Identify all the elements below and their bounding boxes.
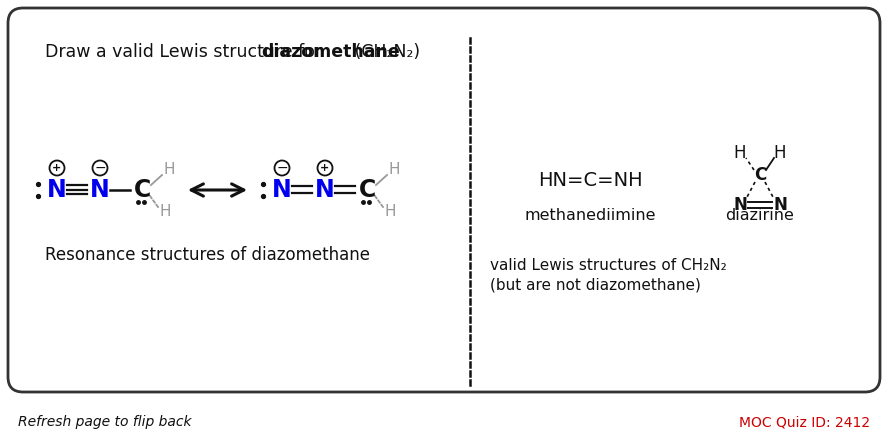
Text: H: H	[388, 163, 400, 177]
Text: N: N	[773, 196, 787, 214]
Text: H: H	[163, 163, 175, 177]
Text: −: −	[276, 161, 288, 175]
Text: C: C	[754, 166, 766, 184]
Text: valid Lewis structures of CH₂N₂: valid Lewis structures of CH₂N₂	[490, 258, 726, 272]
Text: N: N	[90, 178, 110, 202]
Text: Resonance structures of diazomethane: Resonance structures of diazomethane	[45, 246, 370, 264]
Text: methanediimine: methanediimine	[524, 208, 655, 222]
Text: Draw a valid Lewis structure for: Draw a valid Lewis structure for	[45, 43, 328, 61]
Text: H: H	[733, 144, 746, 162]
Text: N: N	[315, 178, 335, 202]
Text: MOC Quiz ID: 2412: MOC Quiz ID: 2412	[739, 415, 870, 429]
Text: H: H	[385, 204, 396, 219]
FancyBboxPatch shape	[8, 8, 880, 392]
Text: N: N	[272, 178, 292, 202]
Text: H: H	[773, 144, 786, 162]
Text: H: H	[159, 204, 170, 219]
Text: −: −	[94, 161, 106, 175]
Text: (CH₂N₂): (CH₂N₂)	[349, 43, 420, 61]
Text: N: N	[47, 178, 67, 202]
Text: HN=C=NH: HN=C=NH	[538, 170, 642, 190]
Text: N: N	[733, 196, 747, 214]
Text: (but are not diazomethane): (but are not diazomethane)	[490, 277, 701, 293]
Text: +: +	[321, 163, 329, 173]
Text: C: C	[360, 178, 377, 202]
Text: diazirine: diazirine	[725, 208, 795, 222]
Text: diazomethane: diazomethane	[261, 43, 400, 61]
Text: +: +	[52, 163, 61, 173]
Text: C: C	[134, 178, 152, 202]
Text: Refresh page to flip back: Refresh page to flip back	[18, 415, 192, 429]
